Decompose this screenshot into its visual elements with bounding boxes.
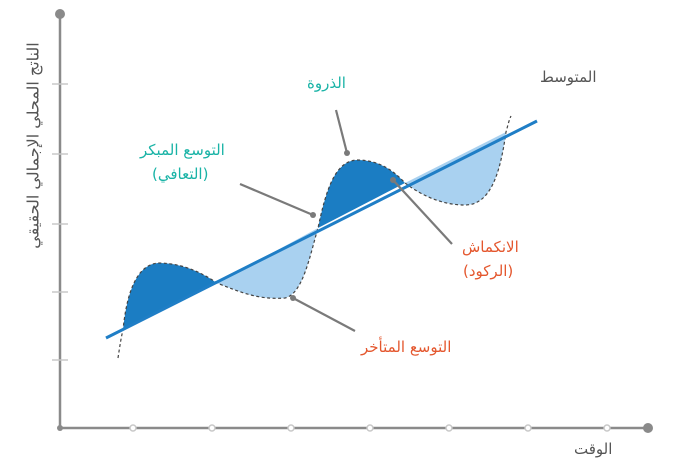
above-trend-area-1 xyxy=(123,263,217,330)
peak-label: الذروة xyxy=(307,74,346,92)
contraction-label-line2: (الركود) xyxy=(463,262,514,280)
axes xyxy=(52,9,653,433)
peak-leader xyxy=(334,109,349,154)
early-expansion-leader xyxy=(239,182,314,217)
early-expansion-label-line1: التوسع المبكر xyxy=(140,141,225,159)
trend-label: المتوسط xyxy=(540,68,597,86)
contraction-label-line1: الانكماش xyxy=(462,238,519,256)
y-axis-end-dot xyxy=(55,9,65,19)
y-ticks xyxy=(52,83,68,361)
trend-line xyxy=(105,119,538,340)
early-expansion-label-line2: (التعافي) xyxy=(152,165,209,183)
late-expansion-leader xyxy=(292,297,356,332)
x-ticks xyxy=(129,424,611,432)
y-axis-label: الناتج المحلي الإجمالي الحقيقي xyxy=(23,41,43,249)
business-cycle-curve xyxy=(117,115,512,359)
x-axis-label: الوقت xyxy=(574,440,613,458)
contraction-leader xyxy=(392,179,453,245)
x-axis-end-dot xyxy=(643,423,653,433)
above-trend-area-2 xyxy=(318,160,405,228)
late-expansion-label: التوسع المتأخر xyxy=(361,338,452,356)
leader-lines xyxy=(239,109,453,332)
leader-dots xyxy=(290,150,396,301)
origin-dot xyxy=(57,425,63,431)
